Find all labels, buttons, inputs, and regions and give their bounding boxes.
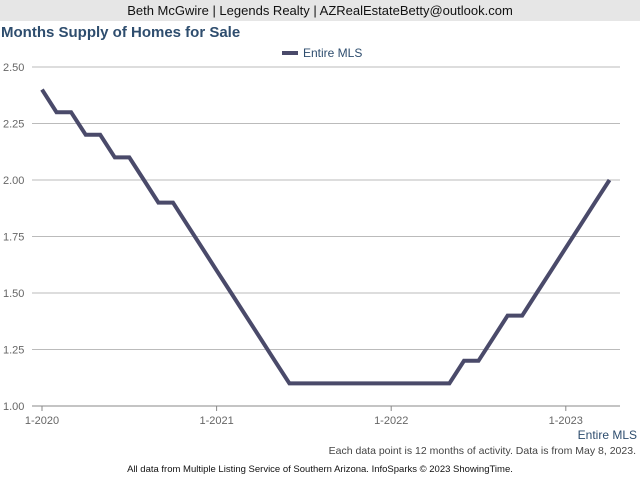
y-tick-label: 1.00 [3, 401, 24, 413]
legend-label: Entire MLS [303, 46, 363, 60]
chart-title: Months Supply of Homes for Sale [1, 24, 241, 41]
footer-credit: All data from Multiple Listing Service o… [127, 464, 513, 475]
series-line-entire-mls[interactable] [40, 88, 612, 386]
data-note: Each data point is 12 months of activity… [328, 445, 636, 457]
y-tick-label: 2.25 [3, 119, 24, 131]
x-axis-ticks: 1-2020 1-2021 1-2022 1-2023 [25, 406, 583, 427]
legend[interactable]: Entire MLS [282, 46, 362, 60]
y-tick-label: 1.75 [3, 232, 24, 244]
series-end-label: Entire MLS [577, 428, 637, 442]
y-axis-ticks: 1.00 1.25 1.50 1.75 2.00 2.25 2.50 [3, 62, 24, 413]
y-tick-label: 1.50 [3, 288, 24, 300]
grid-lines [32, 66, 620, 407]
header-bar: Beth McGwire | Legends Realty | AZRealEs… [0, 0, 640, 21]
y-tick-label: 2.00 [3, 175, 24, 187]
header-text: Beth McGwire | Legends Realty | AZRealEs… [127, 3, 513, 18]
x-tick-label: 1-2022 [374, 415, 408, 427]
y-tick-label: 2.50 [3, 62, 24, 74]
legend-swatch [282, 51, 298, 55]
x-tick-label: 1-2021 [199, 415, 233, 427]
y-tick-label: 1.25 [3, 345, 24, 357]
x-tick-label: 1-2020 [25, 415, 59, 427]
x-tick-label: 1-2023 [549, 415, 583, 427]
